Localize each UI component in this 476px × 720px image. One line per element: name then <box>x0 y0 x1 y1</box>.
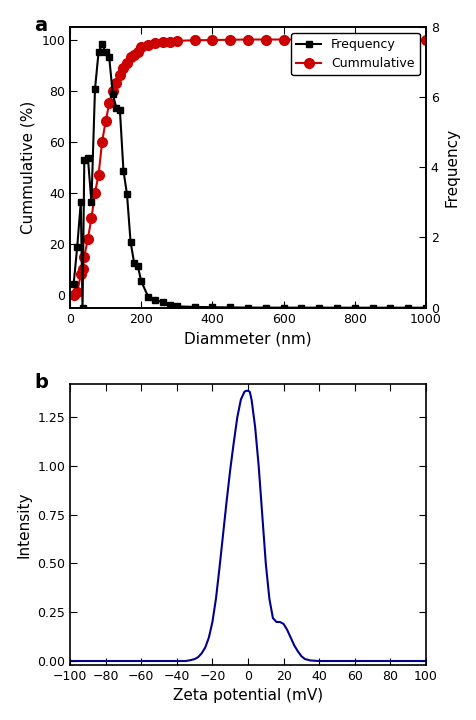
Frequency <box>99 40 105 49</box>
Cummulative <box>281 35 287 44</box>
Frequency <box>103 48 109 57</box>
Frequency <box>334 303 340 312</box>
Frequency <box>174 302 179 311</box>
Frequency <box>192 302 198 311</box>
Cummulative <box>370 35 376 44</box>
Frequency <box>281 303 287 312</box>
Cummulative <box>74 288 80 297</box>
Frequency <box>370 303 376 312</box>
Cummulative <box>113 78 119 87</box>
Y-axis label: Intensity: Intensity <box>17 491 32 558</box>
Frequency <box>146 293 151 302</box>
Cummulative <box>81 252 87 261</box>
Frequency <box>153 295 159 304</box>
Cummulative <box>103 117 109 125</box>
Frequency <box>78 198 84 207</box>
Legend: Frequency, Cummulative: Frequency, Cummulative <box>291 33 420 76</box>
Cummulative <box>263 35 268 44</box>
Y-axis label: Frequency: Frequency <box>444 127 459 207</box>
Cummulative <box>334 35 340 44</box>
Frequency <box>209 303 215 312</box>
Frequency <box>423 303 429 312</box>
Frequency <box>85 153 91 162</box>
Frequency <box>405 303 411 312</box>
Cummulative <box>139 43 144 52</box>
Frequency <box>131 258 137 267</box>
Y-axis label: Cummulative (%): Cummulative (%) <box>21 101 36 234</box>
Frequency <box>128 238 133 246</box>
Cummulative <box>106 99 112 108</box>
Frequency <box>106 53 112 62</box>
Frequency <box>124 190 130 199</box>
Line: Cummulative: Cummulative <box>69 35 431 300</box>
Frequency <box>71 279 77 288</box>
Cummulative <box>192 36 198 45</box>
Frequency <box>160 298 166 307</box>
Cummulative <box>128 53 133 62</box>
Frequency <box>228 303 233 312</box>
Frequency <box>89 198 94 207</box>
Cummulative <box>245 35 251 44</box>
Line: Frequency: Frequency <box>70 41 429 311</box>
Cummulative <box>160 37 166 46</box>
Cummulative <box>79 265 85 274</box>
Cummulative <box>352 35 357 44</box>
Cummulative <box>78 270 84 279</box>
Frequency <box>263 303 268 312</box>
Cummulative <box>117 71 123 80</box>
Frequency <box>317 303 322 312</box>
Cummulative <box>71 291 77 300</box>
Cummulative <box>96 171 101 179</box>
Cummulative <box>85 235 91 243</box>
Frequency <box>139 277 144 286</box>
Cummulative <box>423 35 429 44</box>
Cummulative <box>153 39 159 48</box>
Frequency <box>298 303 304 312</box>
Cummulative <box>167 37 173 46</box>
X-axis label: Diammeter (nm): Diammeter (nm) <box>184 331 312 346</box>
Frequency <box>135 261 140 270</box>
Frequency <box>79 303 85 312</box>
Cummulative <box>92 189 98 197</box>
Cummulative <box>209 36 215 45</box>
Frequency <box>96 48 101 57</box>
Cummulative <box>120 63 126 72</box>
Frequency <box>245 303 251 312</box>
Text: b: b <box>34 373 49 392</box>
Cummulative <box>135 48 140 57</box>
Cummulative <box>124 58 130 67</box>
Cummulative <box>228 35 233 44</box>
Cummulative <box>317 35 322 44</box>
Cummulative <box>131 50 137 59</box>
Frequency <box>352 303 357 312</box>
Cummulative <box>387 35 393 44</box>
X-axis label: Zeta potential (mV): Zeta potential (mV) <box>173 688 323 703</box>
Cummulative <box>298 35 304 44</box>
Cummulative <box>110 86 116 95</box>
Cummulative <box>89 214 94 222</box>
Frequency <box>92 85 98 94</box>
Frequency <box>167 301 173 310</box>
Frequency <box>110 90 116 99</box>
Cummulative <box>146 40 151 49</box>
Frequency <box>74 243 80 251</box>
Cummulative <box>99 138 105 146</box>
Cummulative <box>174 37 179 45</box>
Frequency <box>81 156 87 164</box>
Text: a: a <box>34 16 48 35</box>
Frequency <box>113 103 119 112</box>
Frequency <box>387 303 393 312</box>
Cummulative <box>405 35 411 44</box>
Frequency <box>117 106 123 114</box>
Frequency <box>120 166 126 175</box>
